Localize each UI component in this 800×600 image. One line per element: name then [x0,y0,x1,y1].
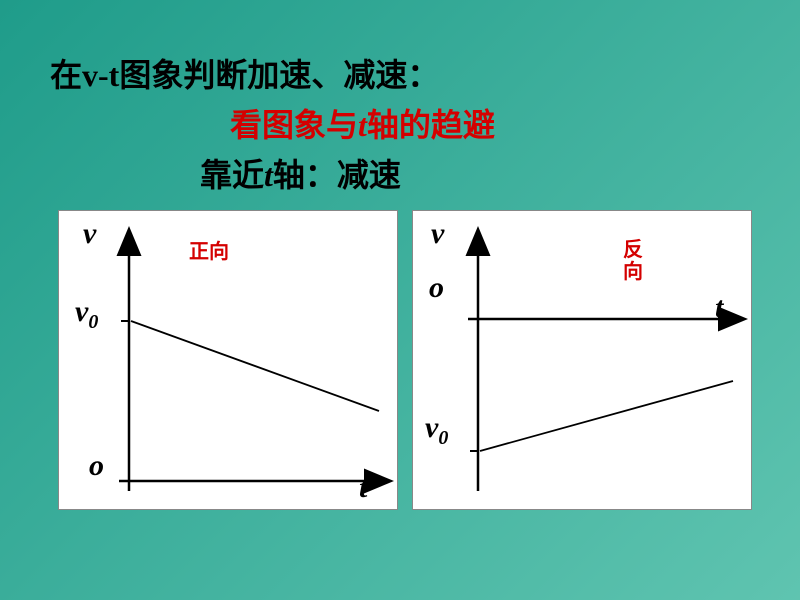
charts-row: v t o v0 正向 v t o [50,210,760,510]
title-prefix: 在 [50,57,82,93]
chart-left: v t o v0 正向 [58,210,398,510]
title-suffix: 图象判断加速、减速： [119,57,439,93]
rule-t: t [264,157,273,193]
left-y-label: v [83,217,96,251]
subtitle-line: 看图象与t轴的趋避 [230,100,760,146]
right-data-line [480,381,733,451]
left-v0-label: v0 [75,295,98,334]
rule-line: 靠近t轴：减速 [200,150,760,196]
subtitle-t: t [358,107,367,143]
right-direction-label: 反向 [623,239,643,283]
slide: 在v-t图象判断加速、减速： 看图象与t轴的趋避 靠近t轴：减速 v t o [0,0,800,600]
right-x-label: t [715,291,723,325]
subtitle-prefix: 看图象与 [230,107,358,143]
right-origin-label: o [429,271,444,305]
chart-right: v t o v0 反向 [412,210,752,510]
rule-prefix: 靠近 [200,157,264,193]
chart-right-svg [423,221,763,521]
title-line: 在v-t图象判断加速、减速： [50,50,760,96]
right-v0-label: v0 [425,411,448,450]
title-vt: v-t [82,57,119,93]
left-x-label: t [359,471,367,505]
left-origin-label: o [89,449,104,483]
rule-suffix: 轴：减速 [273,157,401,193]
right-y-label: v [431,217,444,251]
subtitle-suffix: 轴的趋避 [367,107,495,143]
left-direction-label: 正向 [189,241,229,263]
left-data-line [131,321,379,411]
chart-left-svg [69,221,409,521]
